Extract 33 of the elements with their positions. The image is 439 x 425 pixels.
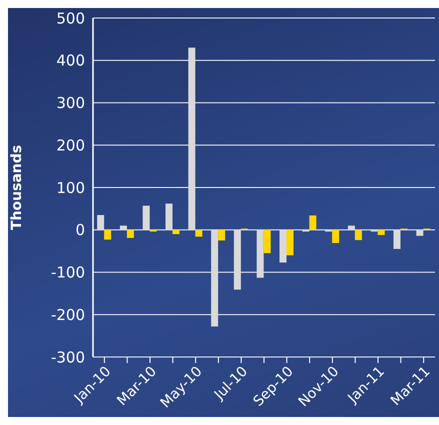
bar (416, 230, 424, 236)
bar (172, 230, 180, 234)
bar (104, 230, 112, 240)
y-tick-label: 400 (56, 52, 85, 70)
bar (280, 230, 287, 263)
bar (286, 230, 294, 256)
bar (264, 230, 271, 254)
y-tick-label: 500 (56, 9, 85, 28)
y-tick-label: 200 (56, 136, 85, 154)
bar (354, 230, 362, 240)
bar (378, 230, 385, 235)
bar (394, 230, 401, 249)
bar (188, 48, 196, 230)
y-tick-label: -300 (50, 348, 85, 366)
bar (166, 204, 173, 230)
y-tick-label: -200 (50, 306, 85, 324)
bar (142, 206, 150, 230)
y-tick-label: 100 (56, 178, 85, 197)
y-axis-title: Thousands (8, 144, 25, 230)
bar (348, 226, 355, 230)
bar (256, 230, 264, 278)
bar (195, 230, 202, 237)
bar (126, 230, 134, 238)
bar (309, 215, 316, 230)
bar (211, 230, 218, 326)
bar (120, 226, 127, 230)
bar (332, 230, 340, 244)
bar (97, 215, 104, 230)
y-tick-label: 300 (56, 94, 85, 112)
y-tick-label: -100 (50, 264, 85, 282)
bar (218, 230, 226, 240)
y-tick-label: 0 (75, 221, 85, 240)
bar (234, 230, 241, 290)
